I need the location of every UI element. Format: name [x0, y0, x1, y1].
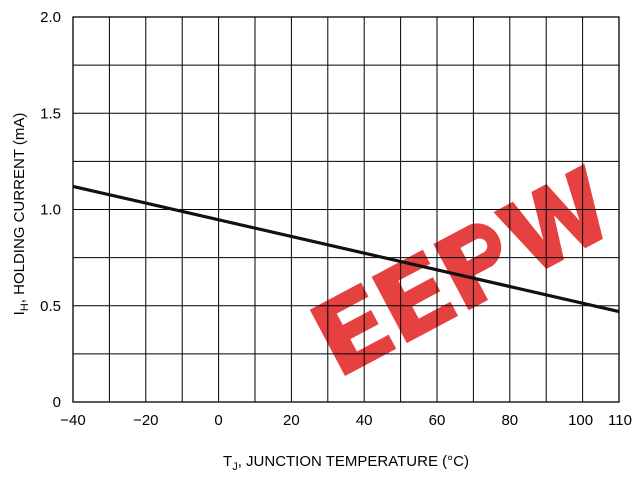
watermark-logo — [309, 163, 603, 376]
y-tick-labels: 0 0.5 1.0 1.5 2.0 — [40, 9, 61, 411]
grid — [73, 17, 619, 402]
x-tick-label: 80 — [501, 412, 518, 429]
x-tick-label: 60 — [429, 412, 446, 429]
y-tick-label: 0.5 — [40, 298, 61, 315]
x-tick-label: 40 — [356, 412, 373, 429]
y-tick-label: 2.0 — [40, 9, 61, 26]
x-axis-label-sub: J — [232, 461, 238, 473]
x-tick-label: −40 — [60, 412, 85, 429]
y-axis-label-rest: , HOLDING CURRENT (mA) — [11, 113, 28, 304]
plot-frame — [72, 16, 620, 403]
y-axis-label: IH, HOLDING CURRENT (mA) — [11, 113, 31, 316]
x-tick-label: 110 — [608, 412, 632, 429]
y-tick-label: 1.0 — [40, 202, 61, 219]
x-axis-label-main: T — [223, 453, 232, 470]
x-tick-label: 0 — [214, 412, 222, 429]
series-layer — [72, 184, 620, 314]
x-tick-label: −20 — [133, 412, 158, 429]
holding-current-line — [72, 184, 620, 314]
x-tick-label: 20 — [283, 412, 300, 429]
x-axis-label-rest: , JUNCTION TEMPERATURE (°C) — [238, 453, 469, 470]
x-axis-label: TJ, JUNCTION TEMPERATURE (°C) — [223, 453, 469, 473]
x-tick-labels: −40 −20 0 20 40 60 80 100 110 — [60, 412, 632, 429]
y-axis-label-sub: H — [19, 303, 31, 311]
y-axis-label-main: I — [11, 311, 28, 315]
y-tick-label: 0 — [53, 394, 61, 411]
y-tick-label: 1.5 — [40, 105, 61, 122]
x-tick-label: 100 — [568, 412, 593, 429]
